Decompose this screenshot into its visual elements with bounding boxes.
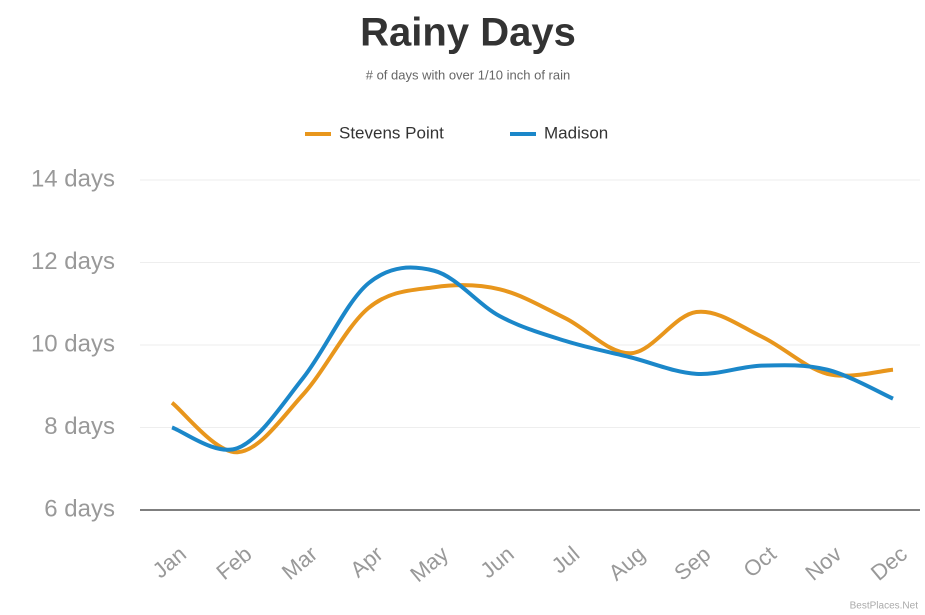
- y-tick-label: 10 days: [31, 330, 115, 357]
- chart-subtitle: # of days with over 1/10 inch of rain: [366, 67, 571, 82]
- x-tick-label: Jun: [475, 541, 518, 583]
- y-tick-label: 14 days: [31, 165, 115, 192]
- x-tick-label: Jul: [547, 541, 585, 578]
- chart-title: Rainy Days: [360, 11, 576, 55]
- x-tick-label: Sep: [669, 541, 715, 585]
- legend-label: Stevens Point: [339, 123, 444, 142]
- y-tick-label: 6 days: [44, 495, 115, 522]
- x-tick-label: Oct: [739, 541, 781, 582]
- legend-label: Madison: [544, 123, 608, 142]
- x-tick-label: Aug: [604, 541, 650, 585]
- series-line: [171, 265, 894, 452]
- x-tick-label: Nov: [800, 541, 846, 585]
- y-tick-label: 8 days: [44, 413, 115, 440]
- x-tick-label: Feb: [211, 541, 256, 585]
- y-tick-label: 12 days: [31, 248, 115, 275]
- series-line: [170, 283, 894, 455]
- source: BestPlaces.Net: [850, 601, 919, 612]
- x-tick-label: Mar: [277, 541, 322, 585]
- x-tick-label: May: [405, 541, 453, 587]
- x-tick-label: Apr: [345, 541, 387, 582]
- x-tick-label: Dec: [866, 541, 912, 585]
- x-tick-label: Jan: [148, 541, 191, 583]
